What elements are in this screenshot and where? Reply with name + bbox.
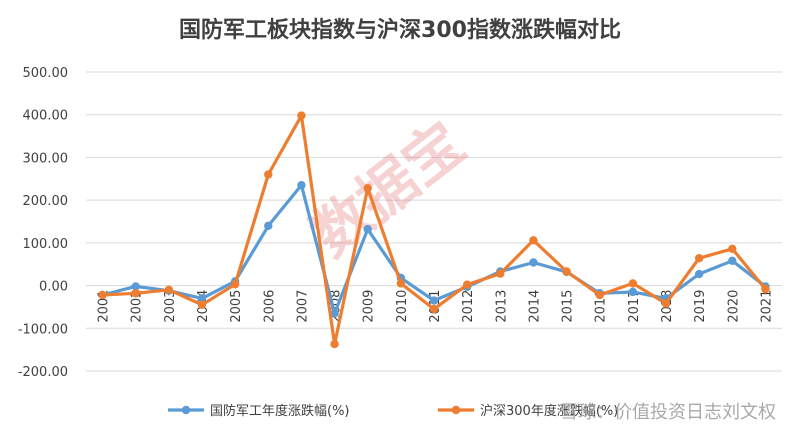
data-point: [529, 236, 538, 245]
data-point: [595, 290, 604, 300]
data-point: [98, 290, 107, 300]
data-point: [330, 339, 339, 349]
x-tick-label: 2009: [362, 290, 377, 323]
data-point: [429, 296, 439, 305]
x-tick-label: 2014: [527, 290, 542, 323]
data-point: [462, 280, 472, 289]
x-tick-label: 2015: [561, 290, 576, 323]
data-point: [164, 285, 174, 295]
data-point: [728, 256, 737, 265]
data-point: [363, 183, 372, 193]
data-point: [264, 170, 273, 179]
series-2: [98, 111, 770, 349]
y-tick-label: 100.00: [23, 237, 69, 252]
data-point: [264, 221, 273, 230]
legend-item: 国防军工年度涨跌幅(%): [168, 403, 350, 419]
x-tick-label: 2003: [163, 290, 178, 323]
x-tick-label: 2013: [494, 290, 509, 323]
x-tick-label: 2017: [627, 290, 642, 323]
data-point: [529, 258, 538, 267]
y-tick-label: 0.00: [39, 280, 68, 295]
x-tick-label: 2021: [759, 290, 774, 323]
x-tick-label: 2005: [229, 290, 244, 323]
legend-item: 沪深300年度涨跌幅(%): [438, 403, 618, 419]
data-point: [562, 267, 571, 276]
x-tick-label: 2019: [693, 290, 708, 323]
x-tick-label: 2020: [726, 290, 741, 323]
data-point: [330, 309, 339, 318]
legend-marker: [181, 405, 191, 415]
y-tick-label: 400.00: [23, 109, 69, 124]
y-axis-ticks: 500.00 400.00 300.00 200.00 100.00 0.00 -100.0…: [18, 66, 68, 380]
data-point: [396, 279, 406, 288]
x-axis-ticks: 2001200220032004200520062007200820092010…: [97, 290, 775, 323]
data-point: [661, 299, 671, 308]
x-tick-label: 2002: [130, 290, 145, 323]
legend-marker: [451, 405, 461, 415]
data-point: [131, 282, 140, 291]
x-tick-label: 2006: [262, 290, 277, 323]
x-tick-label: 2012: [461, 290, 476, 323]
data-point: [297, 180, 306, 190]
data-point: [496, 269, 505, 278]
data-point: [628, 287, 638, 297]
legend: 国防军工年度涨跌幅(%) 沪深300年度涨跌幅(%): [168, 403, 618, 419]
data-point: [628, 279, 638, 288]
gridlines: [86, 71, 782, 372]
data-point: [694, 254, 704, 263]
chart-title: 国防军工板块指数与沪深300指数涨跌幅对比: [179, 17, 621, 43]
data-point: [761, 284, 770, 294]
data-point: [363, 224, 372, 234]
data-point: [197, 300, 207, 309]
x-tick-label: 2010: [395, 290, 410, 323]
y-tick-label: 300.00: [23, 151, 69, 166]
data-point: [197, 294, 207, 303]
y-tick-label: -200.00: [18, 365, 68, 380]
data-point: [297, 111, 306, 120]
y-tick-label: 500.00: [23, 66, 69, 81]
data-point: [429, 304, 439, 314]
data-point: [131, 289, 140, 298]
data-point: [230, 280, 240, 289]
legend-label: 国防军工年度涨跌幅(%): [210, 403, 350, 419]
legend-label: 沪深300年度涨跌幅(%): [480, 403, 618, 419]
x-tick-label: 2007: [295, 290, 310, 323]
y-tick-label: -100.00: [18, 322, 68, 337]
series-layer: [98, 111, 770, 349]
data-point: [694, 269, 704, 279]
y-tick-label: 200.00: [23, 194, 69, 209]
data-point: [728, 244, 737, 254]
footer-watermark: 雪球：价值投资日志刘文权: [560, 402, 776, 423]
